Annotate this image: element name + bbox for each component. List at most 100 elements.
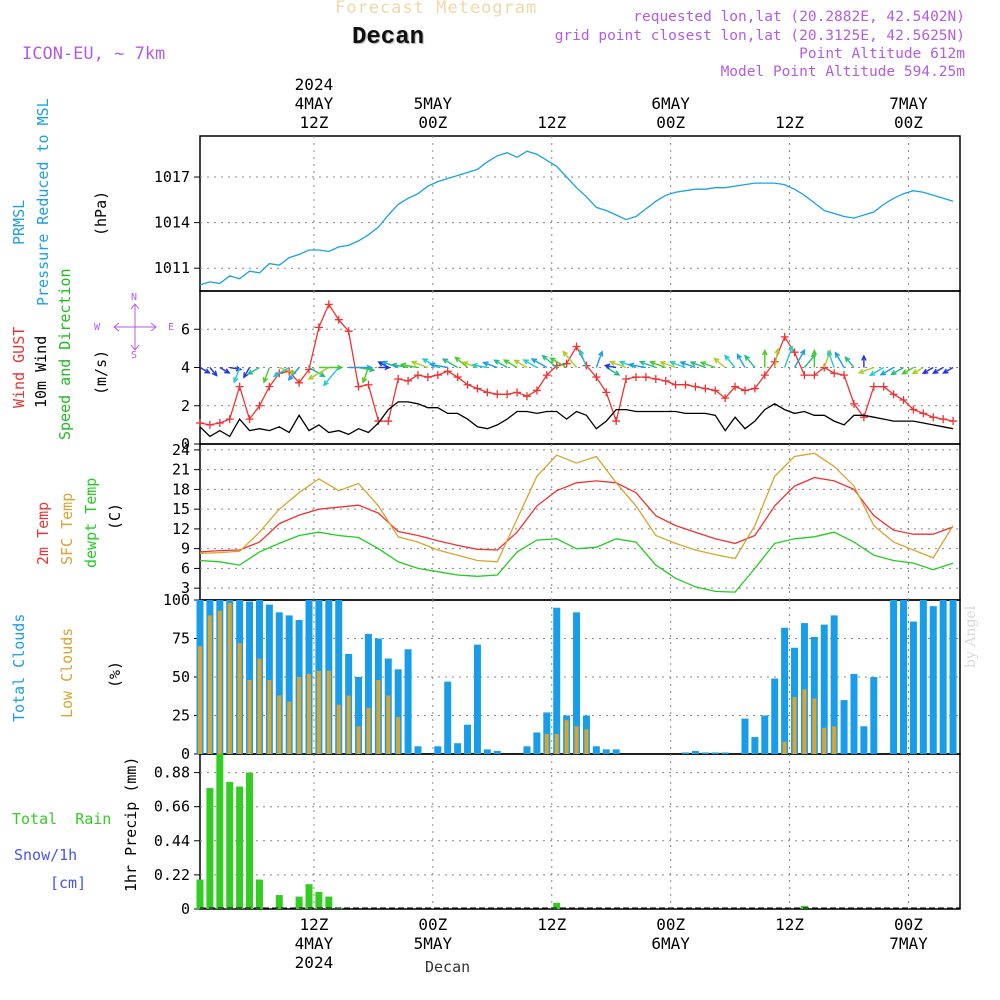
wind-arrow-shaft (243, 367, 251, 378)
wind-arrow-head (689, 361, 697, 367)
wind-arrow-shaft (933, 366, 944, 374)
wind-arrow-head (287, 374, 294, 381)
gust-point (295, 378, 304, 387)
precip-tick-label: 0.66 (154, 798, 190, 816)
gust-point (612, 417, 621, 426)
gust-point (681, 380, 690, 389)
wind-direction-arrow (441, 358, 458, 369)
wind-direction-arrow (736, 353, 746, 368)
wind-arrow-shaft (660, 361, 676, 369)
wind-arrow-head (648, 360, 656, 367)
rain-bar (216, 754, 224, 909)
wind-direction-arrow (502, 359, 518, 369)
temp-tick-label: 9 (181, 540, 190, 558)
compass-arrows (113, 303, 157, 351)
wind-arrow-head (204, 368, 211, 374)
temp-sfc-line (199, 452, 954, 563)
wind-direction-arrow (562, 350, 578, 368)
total-cloud-bar (355, 677, 363, 754)
total-cloud-bar (444, 681, 452, 754)
total-cloud-bar (523, 746, 531, 754)
low-cloud-bar (544, 733, 549, 754)
wind-arrow-head (857, 368, 865, 375)
wind-arrow-shaft (912, 366, 924, 375)
gust-point (622, 374, 631, 383)
total-cloud-bar (741, 718, 749, 754)
top-time-label: 5MAY (414, 94, 453, 113)
gust-point (245, 415, 254, 424)
total-cloud-bar (701, 752, 709, 754)
wind-direction-arrow (603, 363, 617, 370)
wind-direction-arrow (761, 348, 768, 368)
gust-point (344, 327, 353, 336)
wind-direction-arrow (699, 361, 716, 369)
rain-bar (255, 879, 263, 909)
gust-point (939, 415, 948, 424)
wind-direction-arrow (530, 358, 548, 369)
low-cloud-bar (554, 733, 559, 754)
wind-arrow-head (699, 361, 707, 367)
gust-point (780, 332, 789, 341)
gust-point (800, 371, 809, 380)
gust-point (909, 405, 918, 414)
gust-point (919, 409, 928, 418)
total-cloud-bar (275, 612, 283, 754)
total-cloud-bar (890, 600, 898, 754)
wind-arrow-head (530, 358, 538, 364)
total-cloud-bar (900, 600, 908, 754)
wind-arrow-shaft (279, 366, 296, 375)
wind-direction-arrow (921, 366, 934, 375)
wind-arrow-shaft (943, 366, 954, 374)
wind-arrow-head (788, 345, 794, 352)
total-cloud-bar (483, 749, 491, 754)
wind-arrow-head (827, 349, 833, 357)
wind-arrow-shaft (670, 361, 686, 369)
gust-point (205, 420, 214, 429)
wind-arrow-head (811, 348, 818, 356)
wind-arrow-shaft (514, 359, 528, 369)
wind-arrow-shaft (411, 361, 429, 369)
wind-direction-arrow (648, 360, 666, 369)
gust-point (463, 380, 472, 389)
gust-point (631, 373, 640, 382)
wind-10m-label: 10m Wind (32, 336, 50, 408)
gridpoint-coordinates: grid point closest lon,lat (20.3125E, 42… (554, 28, 965, 44)
wind-arrow-shaft (783, 346, 793, 368)
wind-direction-arrow (287, 367, 300, 381)
requested-coordinates: requested lon,lat (20.2882E, 42.5402N) (633, 9, 965, 25)
wind-arrow-shaft (209, 367, 218, 376)
low-cloud-bar (277, 695, 282, 754)
gust-point (215, 418, 224, 427)
wind-direction-arrow (358, 366, 376, 373)
wind-arrow-head (724, 354, 730, 361)
wind-arrow-head (233, 377, 239, 384)
wind-arrow-head (890, 369, 897, 376)
low-cloud-bar (396, 717, 401, 754)
low-cloud-bar (346, 695, 351, 754)
pressure-unit: (hPa) (92, 191, 110, 236)
rain-bar (236, 786, 244, 909)
gust-point (711, 386, 720, 395)
gust-point (701, 384, 710, 393)
precip-tick-label: 0.88 (154, 764, 190, 782)
gust-point (562, 359, 571, 368)
wind-arrow-head (879, 370, 887, 376)
gust-point (760, 371, 769, 380)
wind-arrow-head (562, 350, 569, 357)
wind-direction-arrow (689, 361, 706, 369)
wind-arrow-shaft (362, 367, 370, 383)
wind-direction-arrow (522, 359, 538, 369)
low-cloud-bar (267, 680, 272, 754)
total-cloud-bar (751, 737, 759, 754)
low-cloud-bar (584, 729, 589, 754)
wind-arrow-shaft (455, 356, 468, 369)
pressure-tick-label: 1017 (154, 168, 190, 186)
compass-w: W (94, 322, 101, 333)
wind-arrow-head (502, 359, 510, 365)
wind-direction-arrow (638, 360, 657, 369)
wind-arrow-head (834, 351, 841, 358)
wind-arrow-shaft (774, 348, 779, 368)
wind-arrow-head (361, 377, 368, 384)
wind-arrow-shaft (880, 366, 894, 376)
low-cloud-bar (366, 707, 371, 754)
